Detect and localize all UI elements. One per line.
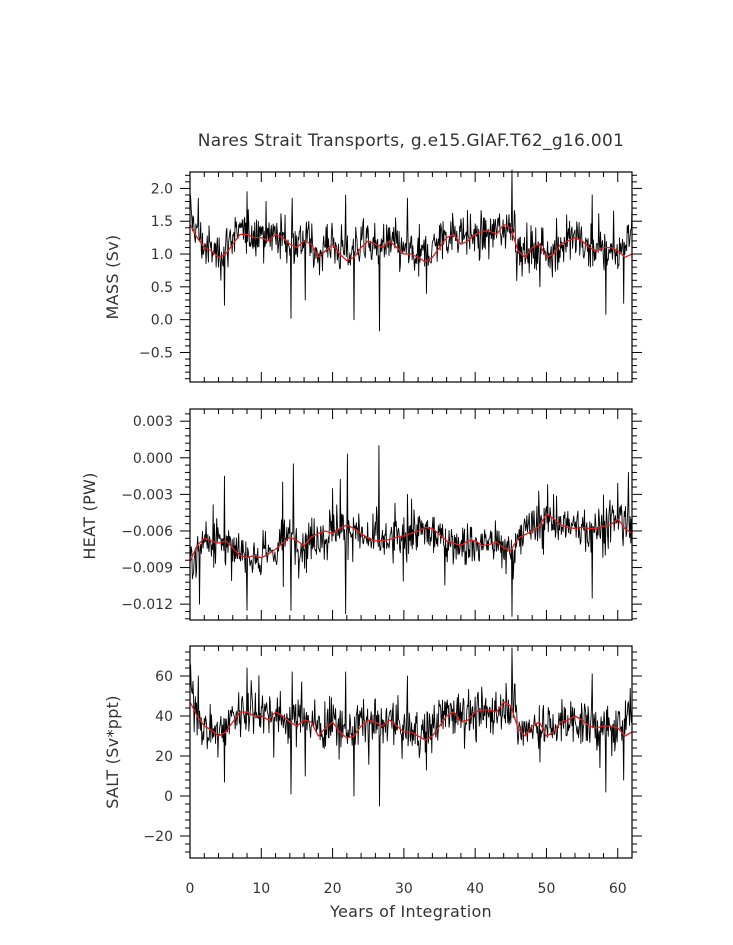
heat-y-tick-label: 0.000 [133, 451, 173, 467]
salt-monthly-series-line [189, 647, 633, 807]
mass-monthly-series-line [189, 169, 633, 332]
mass-y-tick-label: 0.5 [151, 280, 173, 296]
salt-y-tick-label: 60 [155, 669, 173, 685]
mass-y-tick-label: 1.5 [151, 214, 173, 230]
salt-x-tick-label: 60 [609, 881, 627, 897]
salt-x-tick-label: 20 [324, 881, 342, 897]
salt-x-tick-label: 50 [538, 881, 556, 897]
heat-y-axis-label: HEAT (PW) [80, 472, 99, 559]
salt-y-tick-label: 0 [164, 789, 173, 805]
mass-y-tick-label: 1.0 [151, 247, 173, 263]
salt-smoothed-series-line [189, 701, 633, 741]
heat-plot-frame [189, 408, 633, 621]
salt-y-tick-label: 20 [155, 749, 173, 765]
heat-y-tick-label: −0.006 [121, 524, 173, 540]
salt-y-tick-label: 40 [155, 709, 173, 725]
mass-plot-frame [189, 171, 633, 383]
heat-y-tick-label: −0.012 [121, 597, 173, 613]
heat-y-tick-label: −0.003 [121, 487, 173, 503]
heat-y-tick-label: −0.009 [121, 561, 173, 577]
x-axis-label: Years of Integration [329, 902, 492, 921]
mass-panel: MASS (Sv) −0.5 0.0 0.5 1.0 1.5 2.0 [103, 169, 642, 383]
salt-x-tick-label: 30 [395, 881, 413, 897]
salt-plot-frame [189, 645, 633, 859]
chart-title: Nares Strait Transports, g.e15.GIAF.T62_… [198, 131, 624, 151]
mass-y-tick-label: −0.5 [139, 345, 173, 361]
mass-y-tick-label: 2.0 [151, 181, 173, 197]
heat-y-tick-label: 0.003 [133, 414, 173, 430]
salt-y-tick-label: −20 [143, 829, 173, 845]
salt-x-tick-label: 40 [466, 881, 484, 897]
heat-panel: HEAT (PW) −0.012 −0.009 −0.006 −0.003 0.000 0… [80, 408, 642, 621]
salt-x-tick-label: 10 [252, 881, 270, 897]
mass-y-axis-label: MASS (Sv) [103, 235, 122, 320]
salt-y-axis-label: SALT (Sv*ppt) [103, 695, 122, 809]
mass-smoothed-series-line [189, 223, 633, 263]
mass-y-tick-label: 0.0 [151, 313, 173, 329]
salt-x-tick-label: 0 [186, 881, 195, 897]
heat-monthly-series-line [189, 445, 633, 617]
salt-panel: SALT (Sv*ppt) −20 0 20 40 60 0 10 20 30 40 50 60 [103, 645, 642, 897]
heat-smoothed-series-line [189, 513, 633, 562]
